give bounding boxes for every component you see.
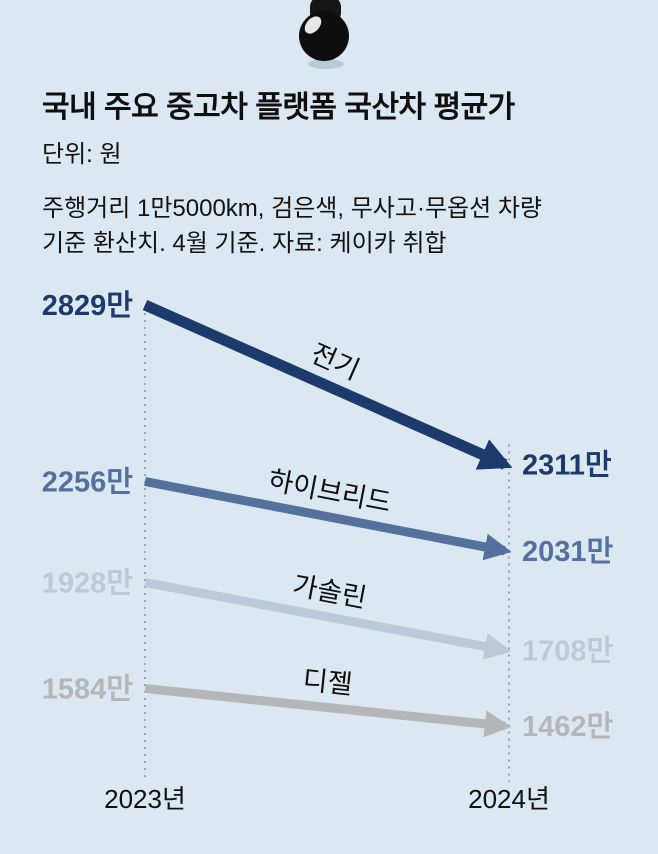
x-axis-label-2023: 2023년 [104, 784, 186, 814]
chart-description: 주행거리 1만5000km, 검은색, 무사고·무옵션 차량 기준 환산치. 4… [42, 191, 622, 261]
series-label-3: 디젤 [301, 665, 354, 700]
description-line-1: 주행거리 1만5000km, 검은색, 무사고·무옵션 차량 [42, 195, 543, 222]
chart-header: 국내 주요 중고차 플랫폼 국산차 평균가 단위: 원 주행거리 1만5000k… [42, 90, 622, 261]
pin-highlight [304, 16, 322, 34]
pushpin-icon [299, 0, 349, 69]
series-arrow-2 [144, 578, 512, 660]
description-line-2: 기준 환산치. 4월 기준. 자료: 케이카 취합 [42, 230, 447, 257]
value-2024-3: 1462만 [522, 710, 614, 743]
value-2023-2: 1928만 [42, 567, 134, 600]
series-arrow-0 [142, 299, 513, 470]
chart-title: 국내 주요 중고차 플랫폼 국산차 평균가 [42, 91, 515, 124]
value-2023-0: 2829만 [42, 289, 134, 322]
value-2023-1: 2256만 [42, 465, 134, 498]
series-label-2: 가솔린 [290, 570, 369, 613]
x-axis-label-2024: 2024년 [468, 784, 550, 814]
pin-shadow [308, 59, 344, 69]
value-2024-1: 2031만 [522, 535, 614, 568]
series-arrow-1 [144, 477, 512, 561]
series-arrow-3 [144, 683, 512, 738]
unit-label: 단위: 원 [42, 141, 122, 168]
value-2024-0: 2311만 [522, 449, 612, 482]
value-2023-3: 1584만 [42, 672, 134, 705]
value-2024-2: 1708만 [522, 634, 614, 667]
